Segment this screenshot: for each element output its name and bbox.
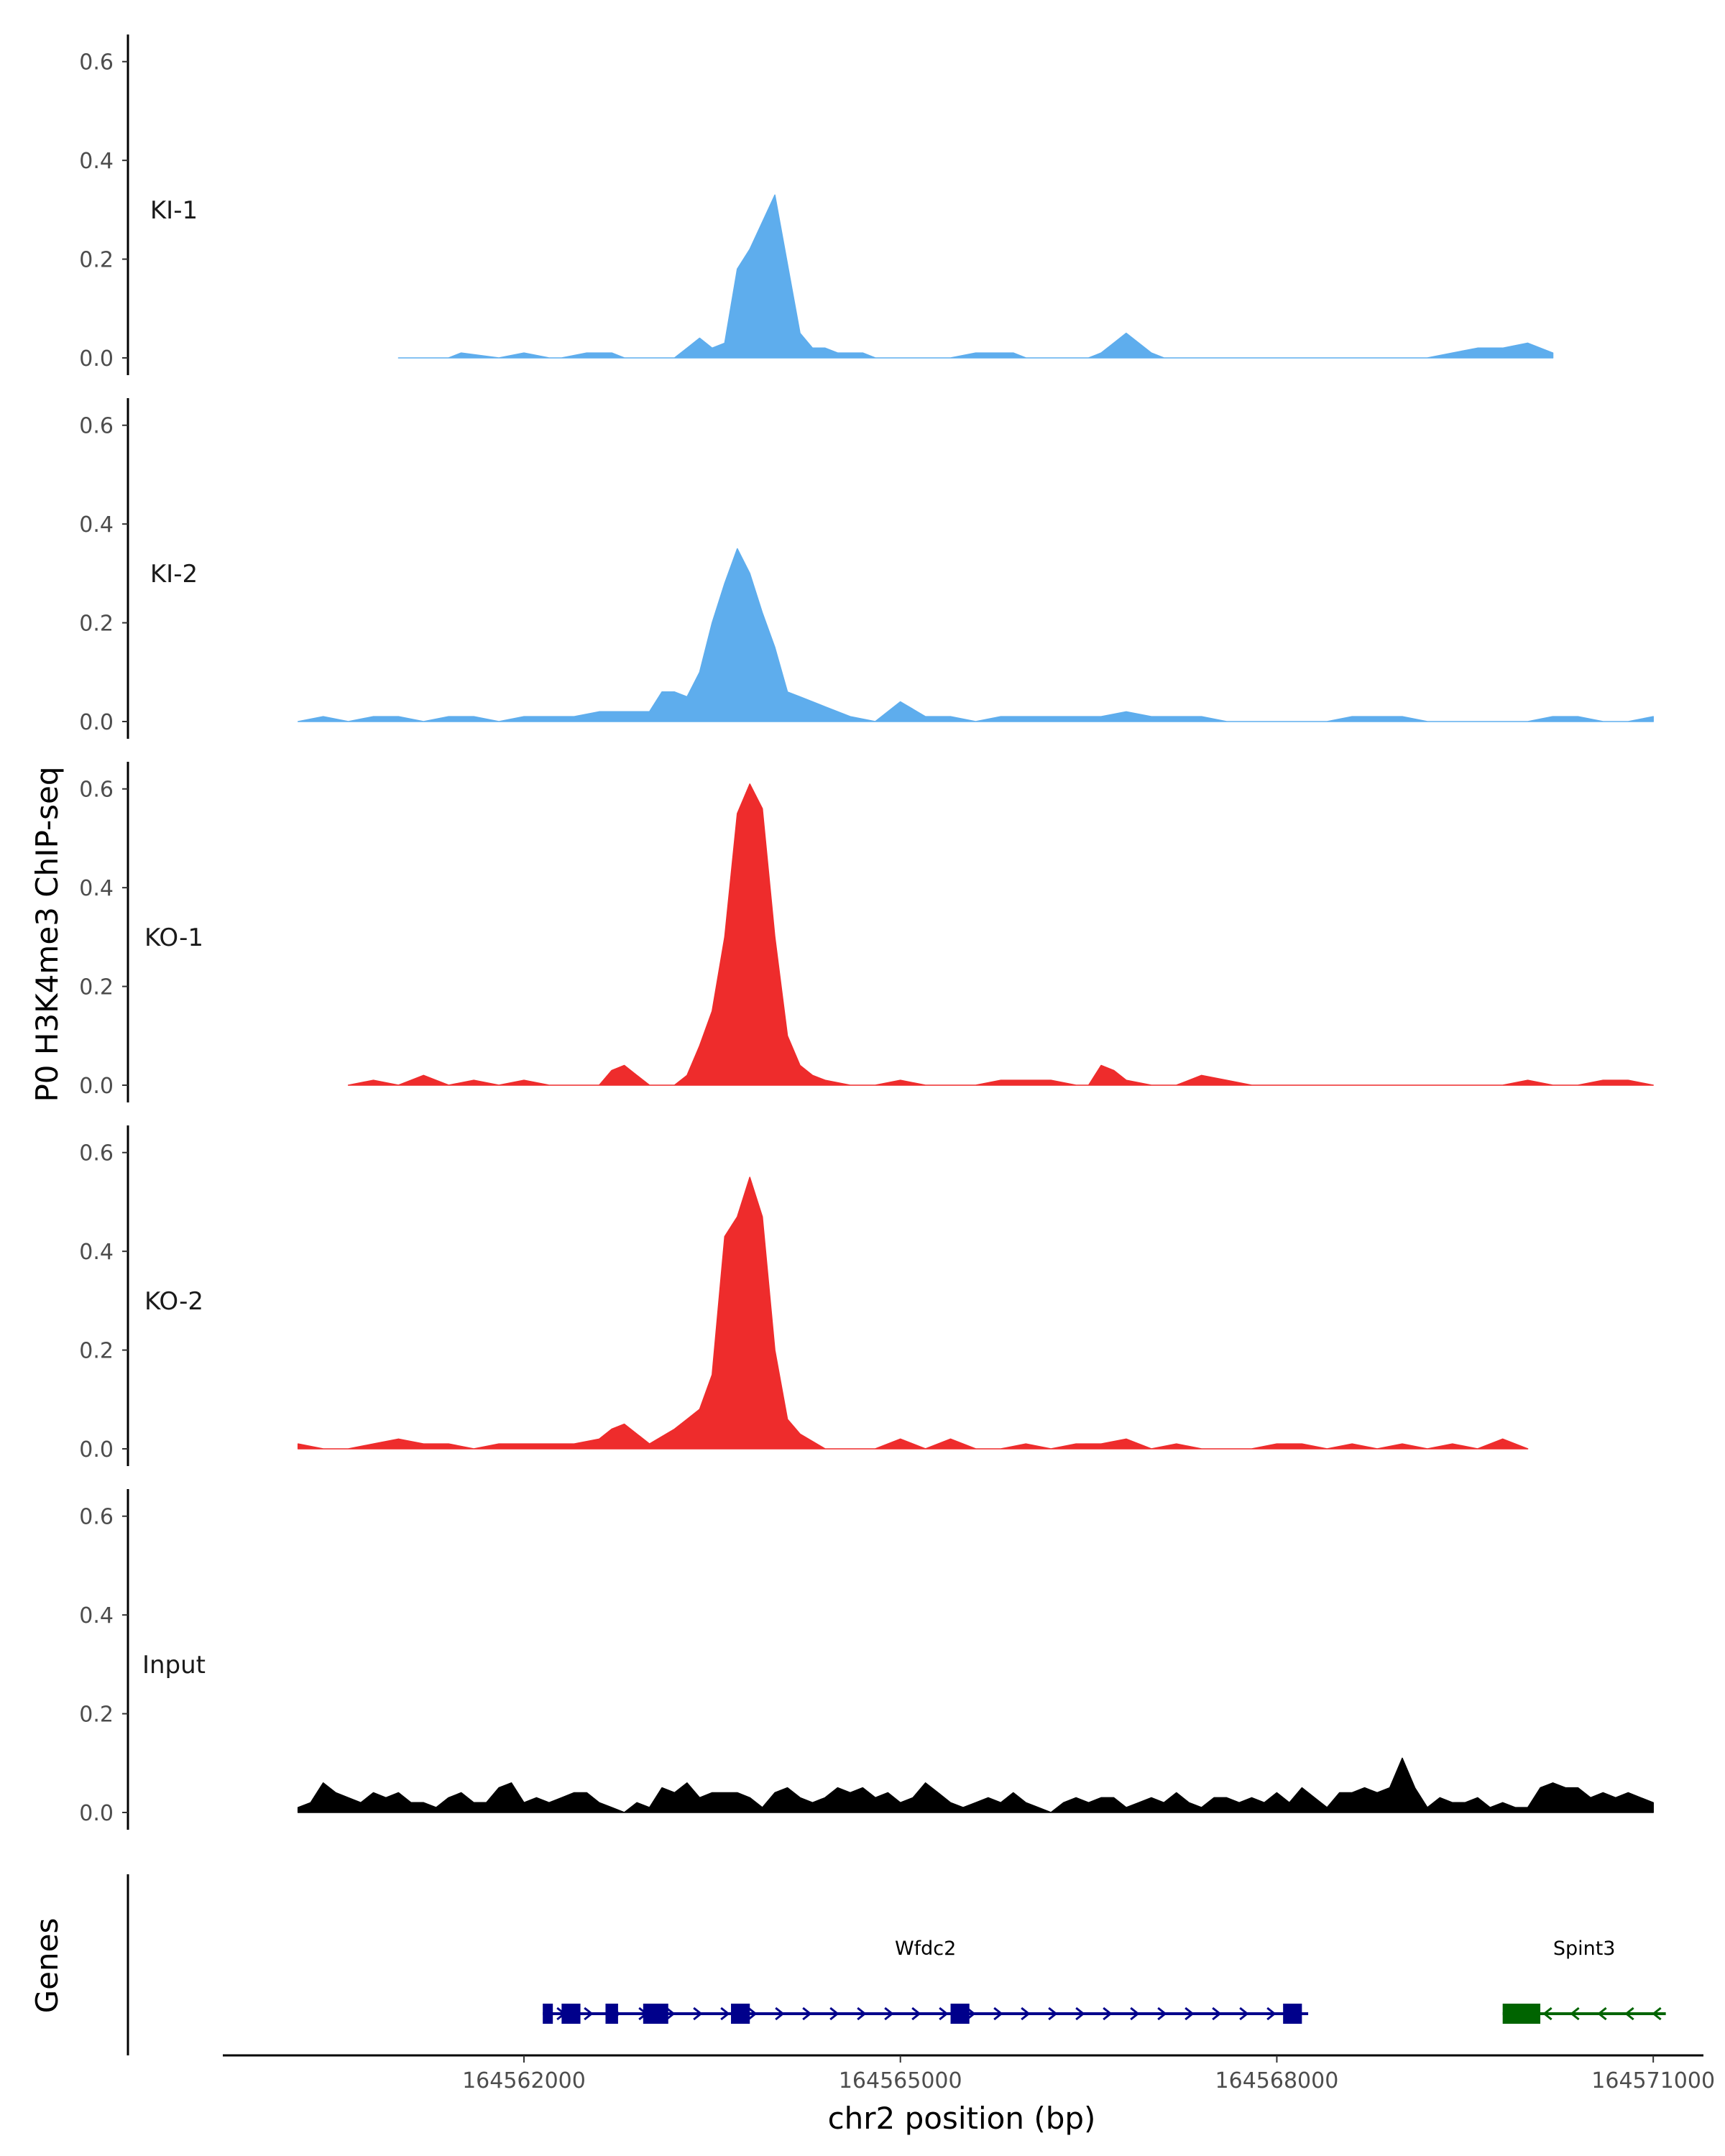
y-axis-title: P0 H3K4me3 ChIP-seq: [29, 766, 65, 1102]
panel-label: KO-1: [144, 923, 203, 952]
exon-block: [605, 2004, 618, 2024]
y-tick-label: 0.2: [79, 1339, 114, 1364]
x-tick-label: 164562000: [462, 2068, 586, 2093]
panel-input: 0.0 0.2 0.4 0.6 Input: [79, 1489, 1654, 1830]
strand-arrow: [1212, 2007, 1222, 2021]
strand-arrow: [775, 2007, 785, 2021]
exon-block: [950, 2004, 970, 2024]
y-tick-label: 0.2: [79, 1703, 114, 1728]
y-tick-label: 0.0: [79, 346, 114, 372]
coverage-area-ko-1: [347, 783, 1654, 1086]
panel-label: KO-2: [144, 1287, 203, 1316]
panel-ko-1: 0.0 0.2 0.4 0.6 KO-1: [79, 762, 1654, 1102]
strand-arrow: [1239, 2007, 1249, 2021]
strand-arrow: [1542, 2007, 1552, 2021]
strand-arrow: [720, 2007, 730, 2021]
gene-wfdc2: Wfdc2: [543, 1938, 1309, 2024]
y-tick-label: 0.6: [79, 414, 114, 439]
strand-arrow: [911, 2007, 921, 2021]
strand-arrow: [884, 2007, 894, 2021]
strand-arrow: [857, 2007, 867, 2021]
strand-arrow: [748, 2007, 758, 2021]
exon-block: [1502, 2004, 1541, 2024]
y-tick-label: 0.4: [79, 149, 114, 174]
coverage-panels: 0.00.20.40.6KI-10.00.20.40.6KI-20.00.20.…: [79, 34, 1654, 1830]
y-tick-label: 0.4: [79, 512, 114, 538]
strand-arrow: [1266, 2007, 1276, 2021]
strand-arrow: [1184, 2007, 1195, 2021]
gene-label: Wfdc2: [895, 1938, 956, 1960]
gene-track: Wfdc2 Spint3: [126, 1874, 1666, 2055]
strand-arrow: [1048, 2007, 1058, 2021]
strand-arrow: [1130, 2007, 1140, 2021]
strand-arrow: [1597, 2007, 1607, 2021]
panel-label: KI-2: [150, 560, 198, 589]
coverage-area-ki-1: [397, 194, 1554, 359]
gene-spint3: Spint3: [1502, 1938, 1666, 2024]
x-tick-label: 164565000: [839, 2068, 962, 2093]
strand-arrow: [829, 2007, 840, 2021]
y-tick-label: 0.6: [79, 50, 114, 75]
strand-arrow: [802, 2007, 812, 2021]
coverage-area-ko-2: [297, 1176, 1529, 1450]
strand-arrow: [1075, 2007, 1085, 2021]
x-axis: 164562000 164565000 164568000 164571000: [223, 2054, 1715, 2093]
x-tick-label: 164568000: [1215, 2068, 1339, 2093]
coverage-area-input: [297, 1757, 1654, 1813]
y-tick-label: 0.4: [79, 1603, 114, 1628]
strand-arrow: [666, 2007, 676, 2021]
strand-arrow: [1570, 2007, 1580, 2021]
strand-arrow: [993, 2007, 1003, 2021]
exon-block: [731, 2004, 750, 2024]
strand-arrow: [1021, 2007, 1031, 2021]
strand-arrow: [693, 2007, 703, 2021]
panel-ki-2: 0.0 0.2 0.4 0.6 KI-2: [79, 398, 1654, 739]
strand-arrow: [1157, 2007, 1167, 2021]
strand-arrow: [939, 2007, 949, 2021]
panel-label: Input: [142, 1651, 206, 1680]
gene-track-title: Genes: [29, 1918, 65, 2014]
y-tick-label: 0.4: [79, 876, 114, 901]
y-tick-label: 0.6: [79, 1505, 114, 1530]
strand-arrow: [1103, 2007, 1113, 2021]
y-tick-label: 0.6: [79, 1141, 114, 1166]
x-tick-label: 164571000: [1591, 2068, 1715, 2093]
exon-block: [643, 2004, 668, 2024]
panel-label: KI-1: [150, 196, 198, 225]
strand-arrow: [1652, 2007, 1662, 2021]
gene-label: Spint3: [1553, 1938, 1616, 1960]
y-tick-label: 0.2: [79, 248, 114, 273]
x-axis-title: chr2 position (bp): [828, 2101, 1096, 2136]
y-tick-label: 0.0: [79, 1801, 114, 1826]
strand-arrow: [584, 2007, 594, 2021]
y-tick-label: 0.0: [79, 1437, 114, 1462]
y-tick-label: 0.2: [79, 612, 114, 637]
y-tick-label: 0.0: [79, 710, 114, 735]
y-tick-label: 0.6: [79, 778, 114, 803]
exon-block: [543, 2004, 553, 2024]
exon-block: [1283, 2004, 1302, 2024]
y-tick-label: 0.4: [79, 1240, 114, 1265]
panel-ki-1: 0.0 0.2 0.4 0.6 KI-1: [79, 34, 1554, 375]
exon-block: [561, 2004, 581, 2024]
y-tick-label: 0.0: [79, 1074, 114, 1099]
coverage-area-ki-2: [297, 548, 1654, 722]
panel-ko-2: 0.0 0.2 0.4 0.6 KO-2: [79, 1125, 1529, 1466]
strand-arrow: [1624, 2007, 1634, 2021]
y-tick-label: 0.2: [79, 975, 114, 1000]
